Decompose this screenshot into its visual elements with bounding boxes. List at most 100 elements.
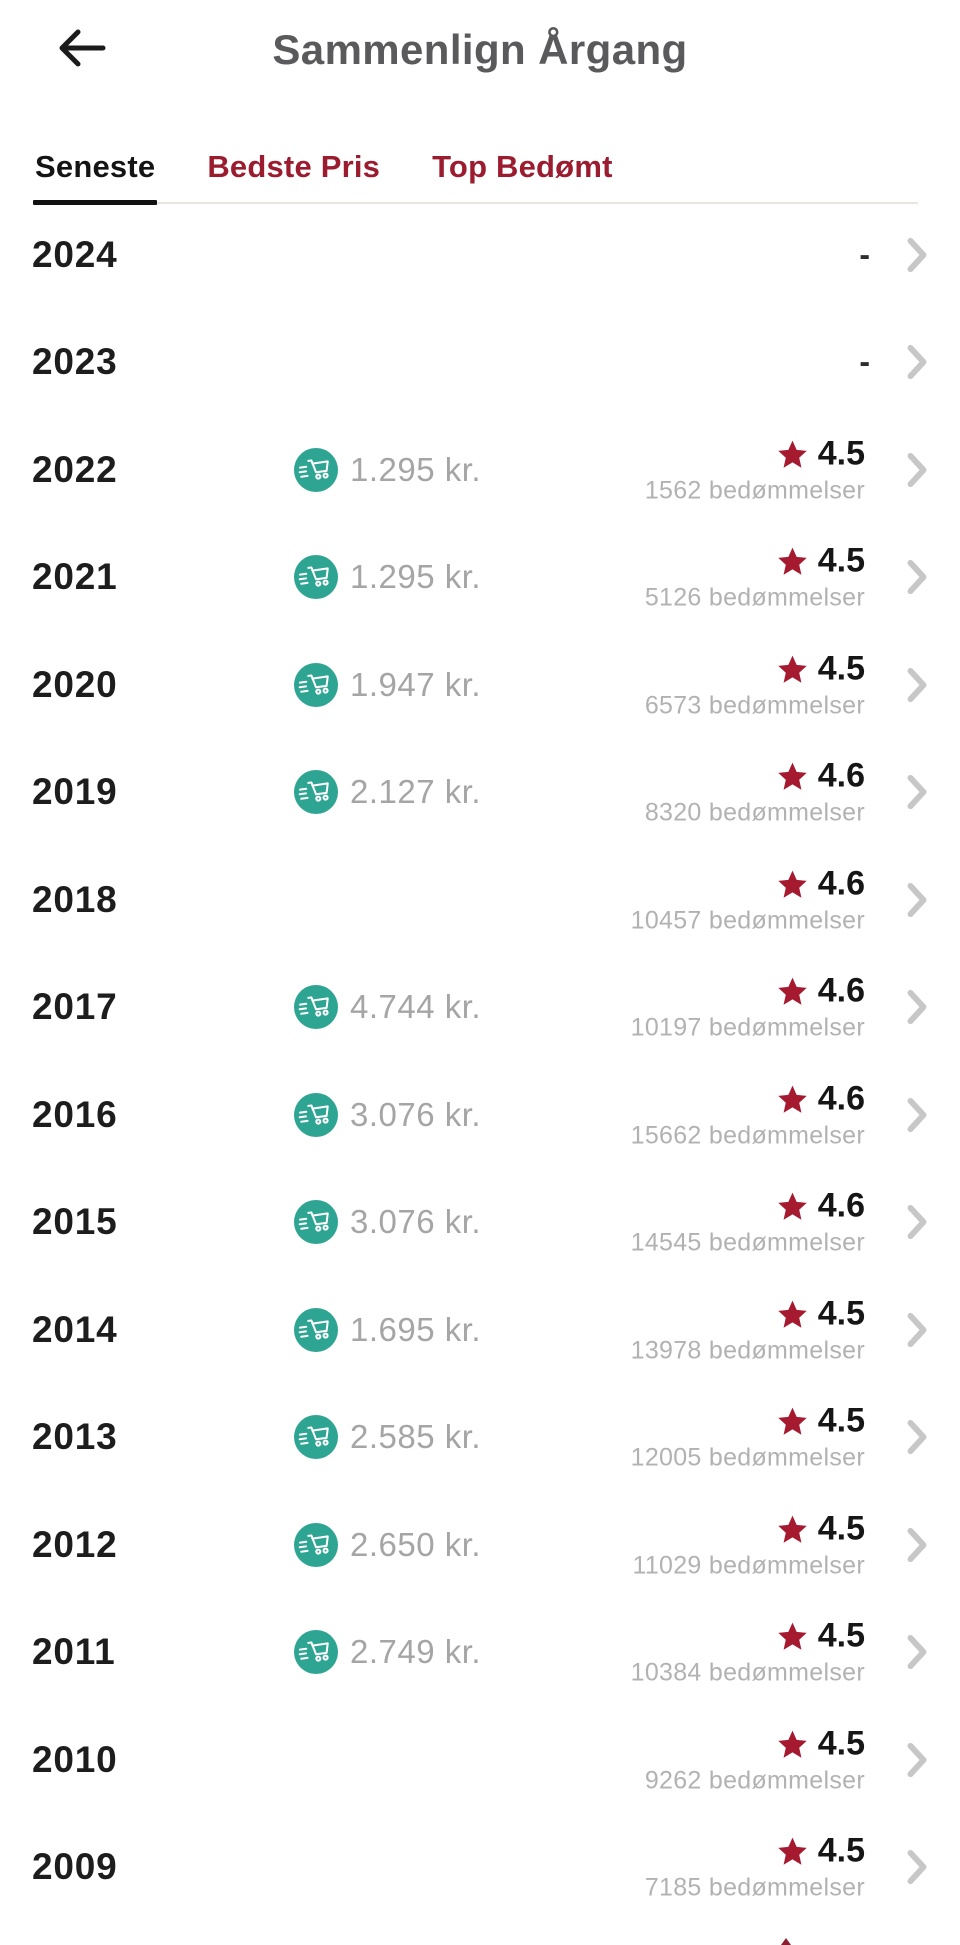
cart-icon bbox=[294, 555, 338, 600]
rating-group: 4.6 10457 bedømmelser bbox=[631, 864, 865, 935]
back-button[interactable] bbox=[50, 18, 114, 78]
rating-group: 4.5 13978 bedømmelser bbox=[631, 1294, 865, 1365]
vintage-row[interactable]: 2018 bbox=[0, 846, 960, 954]
ratings-count-label: 5126 bedømmelser bbox=[644, 583, 865, 612]
price-label: 1.295 kr. bbox=[350, 558, 482, 596]
cart-icon bbox=[294, 1200, 338, 1245]
vintage-row[interactable]: 2014 1.695 kr. bbox=[0, 1276, 960, 1384]
vintage-year-label: 2016 bbox=[32, 1093, 118, 1135]
vintage-row[interactable]: 2016 3.076 kr. bbox=[0, 1061, 960, 1169]
star-icon bbox=[778, 1730, 807, 1758]
cart-icon bbox=[294, 447, 338, 492]
price-group: 1.295 kr. bbox=[294, 555, 482, 600]
ratings-count-label: 10197 bedømmelser bbox=[630, 1013, 865, 1042]
tab-bar: Seneste Bedste Pris Top Bedømt bbox=[32, 149, 918, 205]
ratings-count-label: 10384 bedømmelser bbox=[630, 1658, 865, 1687]
rating-group: 4.5 12005 bedømmelser bbox=[631, 1402, 865, 1473]
rating-group: 4.5 1562 bedømmelser bbox=[645, 434, 865, 505]
star-icon bbox=[778, 655, 807, 683]
chevron-right-icon bbox=[904, 666, 930, 704]
price-group: 1.695 kr. bbox=[294, 1307, 482, 1352]
vintage-row[interactable]: 2009 bbox=[0, 1814, 960, 1922]
price-group: 2.749 kr. bbox=[294, 1630, 482, 1675]
rating-group: 4.5 11029 bedømmelser bbox=[632, 1509, 865, 1580]
rating-value: 4.5 bbox=[817, 1831, 865, 1870]
vintage-year-label: 2009 bbox=[32, 1846, 118, 1888]
star-icon bbox=[778, 1515, 807, 1543]
vintage-row[interactable]: 2019 2.127 kr. bbox=[0, 739, 960, 847]
vintage-year-label: 2023 bbox=[32, 341, 118, 383]
rating-group: 4.5 6573 bedømmelser bbox=[645, 649, 865, 720]
price-label: 1.695 kr. bbox=[350, 1310, 482, 1348]
chevron-right-icon bbox=[904, 1526, 930, 1564]
rating-value: 4.6 bbox=[817, 864, 865, 903]
vintage-row[interactable]: 2020 1.947 kr. bbox=[0, 631, 960, 739]
price-label: 2.650 kr. bbox=[350, 1525, 482, 1563]
cart-icon bbox=[294, 1092, 338, 1137]
vintage-year-label: 2017 bbox=[32, 986, 118, 1028]
ratings-count-label: 7185 bedømmelser bbox=[644, 1873, 865, 1902]
vintage-year-label: 2024 bbox=[32, 233, 118, 275]
star-icon bbox=[778, 977, 807, 1005]
rating-value: 4.6 bbox=[817, 1186, 865, 1225]
price-group: 4.744 kr. bbox=[294, 985, 482, 1030]
rating-value: 4.5 bbox=[817, 649, 865, 688]
star-icon bbox=[778, 1085, 807, 1113]
cart-icon bbox=[294, 985, 338, 1030]
vintage-row[interactable]: 2015 3.076 kr. bbox=[0, 1169, 960, 1277]
tab-seneste[interactable]: Seneste bbox=[32, 149, 158, 205]
chevron-right-icon bbox=[904, 1633, 930, 1671]
ratings-count-label: 15662 bedømmelser bbox=[630, 1121, 865, 1150]
price-label: 3.076 kr. bbox=[350, 1095, 482, 1133]
price-group: 1.947 kr. bbox=[294, 662, 482, 707]
rating-group: 4.5 5126 bedømmelser bbox=[645, 542, 865, 613]
rating-value: 4.5 bbox=[817, 1509, 865, 1548]
rating-value: 4.5 bbox=[817, 1724, 865, 1763]
no-rating-dash: - bbox=[859, 236, 870, 273]
rating-value: 4.6 bbox=[817, 971, 865, 1010]
cart-icon bbox=[294, 1630, 338, 1675]
vintage-row[interactable]: 2017 4.744 kr. bbox=[0, 954, 960, 1062]
tab-bedste-pris[interactable]: Bedste Pris bbox=[207, 149, 381, 184]
vintage-row[interactable]: 2013 2.585 kr. bbox=[0, 1384, 960, 1492]
vintage-row[interactable]: 2021 1.295 kr. bbox=[0, 524, 960, 632]
price-label: 1.947 kr. bbox=[350, 665, 482, 703]
vintage-row[interactable]: 2022 1.295 kr. bbox=[0, 416, 960, 524]
vintage-row[interactable]: 2010 bbox=[0, 1706, 960, 1814]
cart-icon bbox=[294, 1522, 338, 1567]
vintage-row[interactable]: 2011 2.749 kr. bbox=[0, 1599, 960, 1707]
vintage-row[interactable]: 2023 bbox=[0, 309, 960, 417]
chevron-right-icon bbox=[904, 1311, 930, 1349]
vintage-row[interactable]: 2012 2.650 kr. bbox=[0, 1491, 960, 1599]
star-icon bbox=[778, 1192, 807, 1220]
star-icon bbox=[778, 1837, 807, 1865]
chevron-right-icon bbox=[904, 1848, 930, 1886]
vintage-year-label: 2019 bbox=[32, 771, 118, 813]
tab-top-bedømt[interactable]: Top Bedømt bbox=[432, 149, 613, 184]
price-group: 2.650 kr. bbox=[294, 1522, 482, 1567]
star-icon bbox=[778, 762, 807, 790]
rating-value: 4.5 bbox=[817, 1616, 865, 1655]
chevron-right-icon bbox=[904, 1418, 930, 1456]
price-label: 2.749 kr. bbox=[350, 1633, 482, 1671]
rating-group: 4.6 15662 bedømmelser bbox=[631, 1079, 865, 1150]
chevron-right-icon bbox=[904, 343, 930, 381]
vintage-year-label: 2011 bbox=[32, 1631, 116, 1673]
chevron-right-icon bbox=[904, 1741, 930, 1779]
back-arrow-icon bbox=[59, 29, 106, 67]
price-label: 4.744 kr. bbox=[350, 988, 482, 1026]
price-label: 2.585 kr. bbox=[350, 1418, 482, 1456]
cart-icon bbox=[294, 1415, 338, 1460]
chevron-right-icon bbox=[904, 236, 930, 274]
vintage-row[interactable]: 2024 bbox=[0, 201, 960, 309]
ratings-count-label: 14545 bedømmelser bbox=[630, 1228, 865, 1257]
price-group: 3.076 kr. bbox=[294, 1092, 482, 1137]
ratings-count-label: 13978 bedømmelser bbox=[630, 1336, 865, 1365]
header: Sammenlign Årgang bbox=[0, 0, 960, 149]
ratings-count-label: 11029 bedømmelser bbox=[632, 1551, 865, 1580]
chevron-right-icon bbox=[904, 451, 930, 489]
rating-group: 4.6 14545 bedømmelser bbox=[631, 1187, 865, 1258]
ratings-count-label: 6573 bedømmelser bbox=[644, 691, 865, 720]
ratings-count-label: 8320 bedømmelser bbox=[644, 798, 865, 827]
price-label: 3.076 kr. bbox=[350, 1203, 482, 1241]
